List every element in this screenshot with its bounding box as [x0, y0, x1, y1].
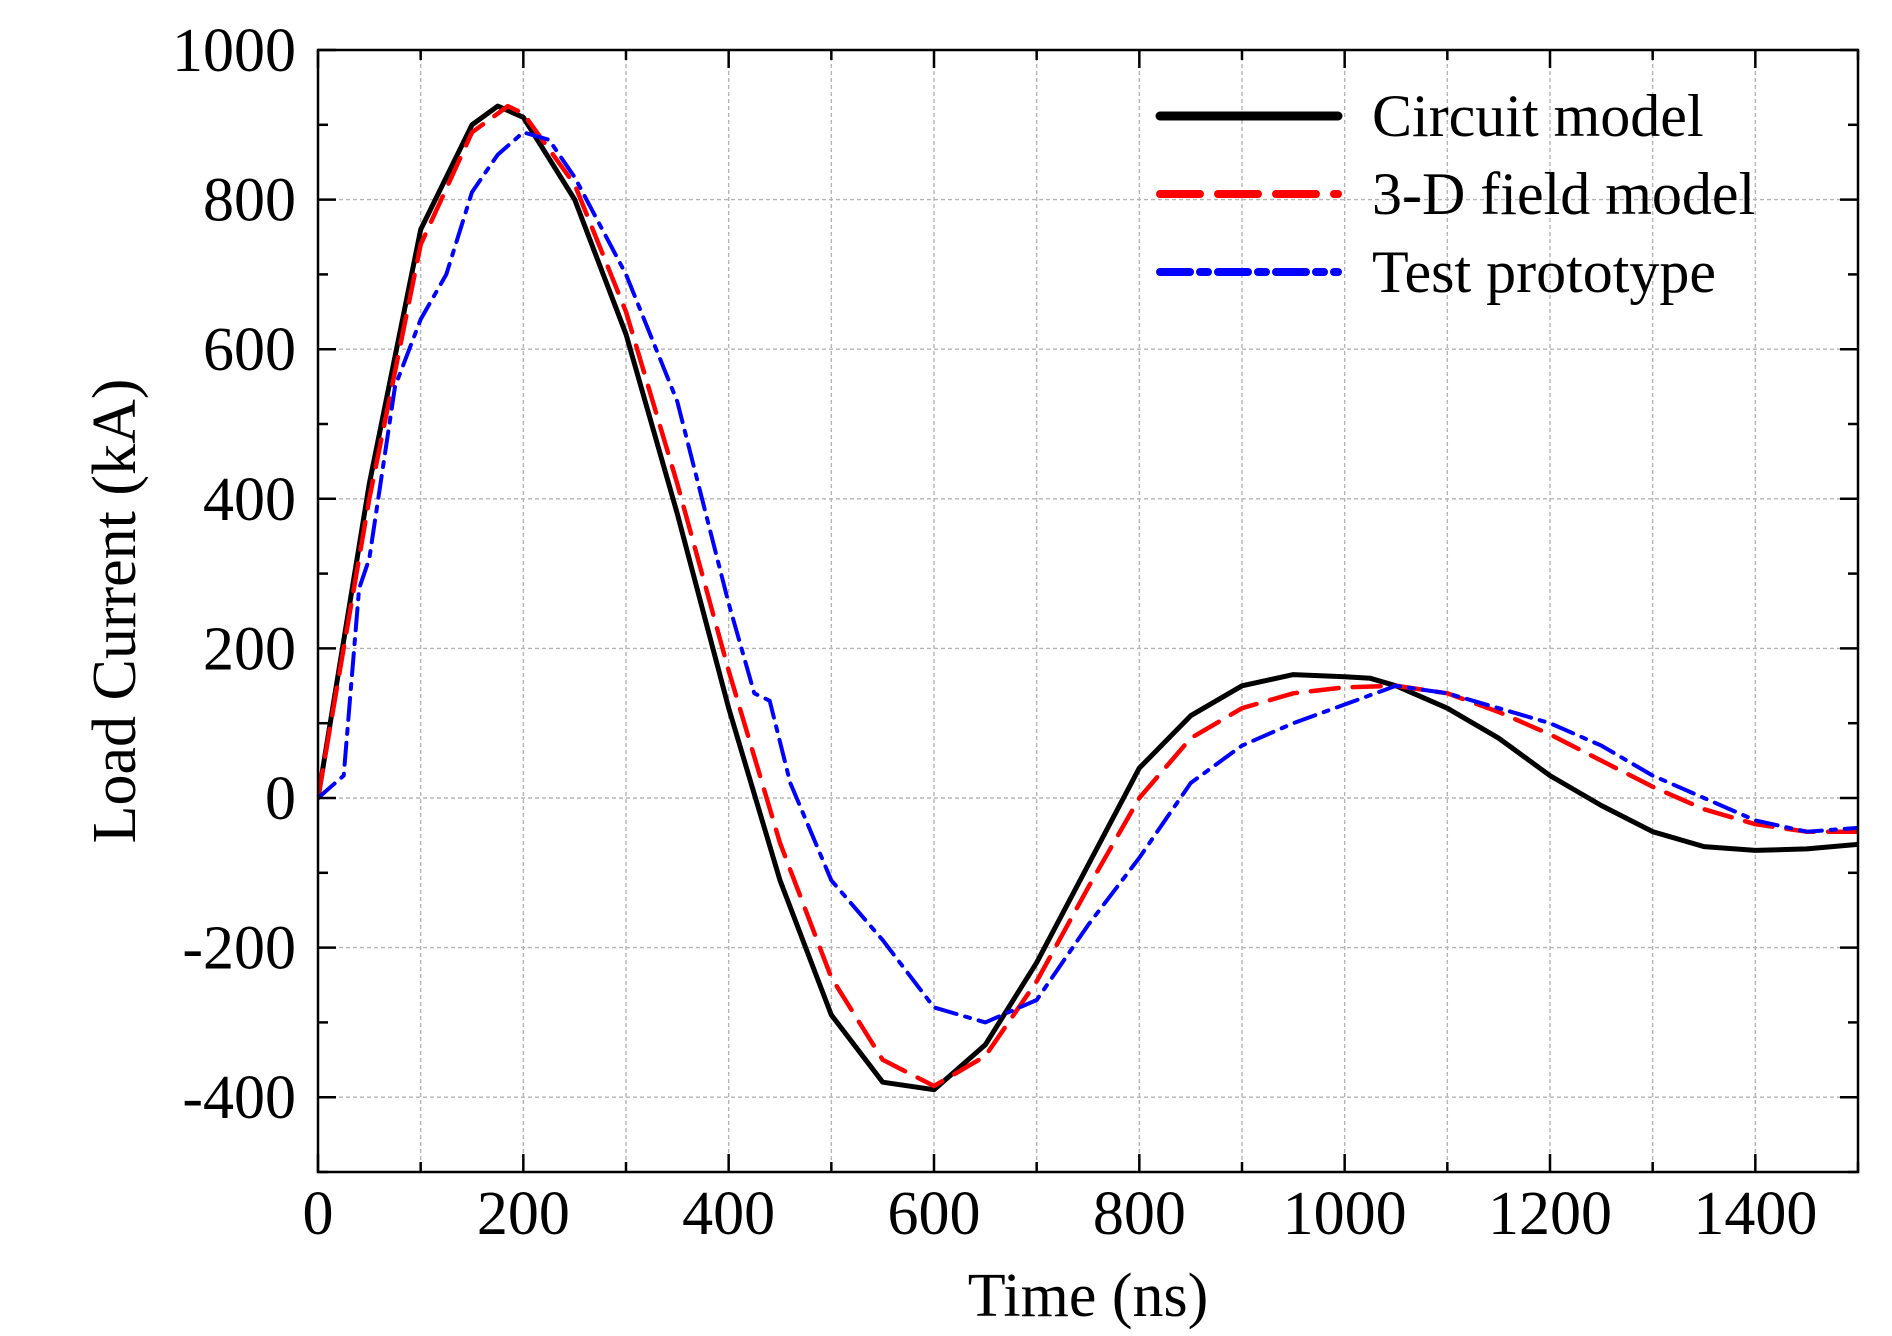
x-tick-label: 800 [1093, 1180, 1186, 1248]
x-tick-label: 400 [682, 1180, 775, 1248]
x-tick-label: 1200 [1488, 1180, 1612, 1248]
x-tick-label: 1400 [1693, 1180, 1817, 1248]
y-tick-label: -400 [182, 1064, 296, 1132]
legend-label: Circuit model [1372, 83, 1704, 149]
legend: Circuit model 3-D field model Test prototy… [1155, 83, 1755, 305]
y-tick-label: 1000 [172, 17, 296, 85]
ticks [316, 48, 1860, 1174]
legend-label: Test prototype [1372, 239, 1716, 305]
y-tick-label: 800 [203, 167, 296, 235]
x-tick-label: 200 [477, 1180, 570, 1248]
y-tick-label: 600 [203, 316, 296, 384]
tick-labels: 0 200 400 600 800 1000 1200 1400 -400 -200 0 200 400… [172, 17, 1817, 1248]
x-tick-label: 600 [888, 1180, 981, 1248]
y-tick-label: 0 [265, 765, 296, 833]
series-line-test-prototype [318, 130, 1858, 1025]
legend-label: 3-D field model [1372, 161, 1755, 227]
series-line-circuit-model [318, 103, 1858, 1093]
y-tick-label: -200 [182, 915, 296, 983]
x-axis-title: Time (ns) [968, 1262, 1209, 1330]
plot-frame [316, 48, 1860, 1174]
x-tick-label: 0 [303, 1180, 334, 1248]
series-line-3-d-field-model [318, 103, 1858, 1089]
series-layer [318, 103, 1858, 1093]
x-tick-label: 1000 [1283, 1180, 1407, 1248]
grid [318, 50, 1858, 1172]
y-tick-label: 400 [203, 466, 296, 534]
y-axis-title: Load Current (kA) [81, 379, 149, 844]
y-tick-label: 200 [203, 615, 296, 683]
